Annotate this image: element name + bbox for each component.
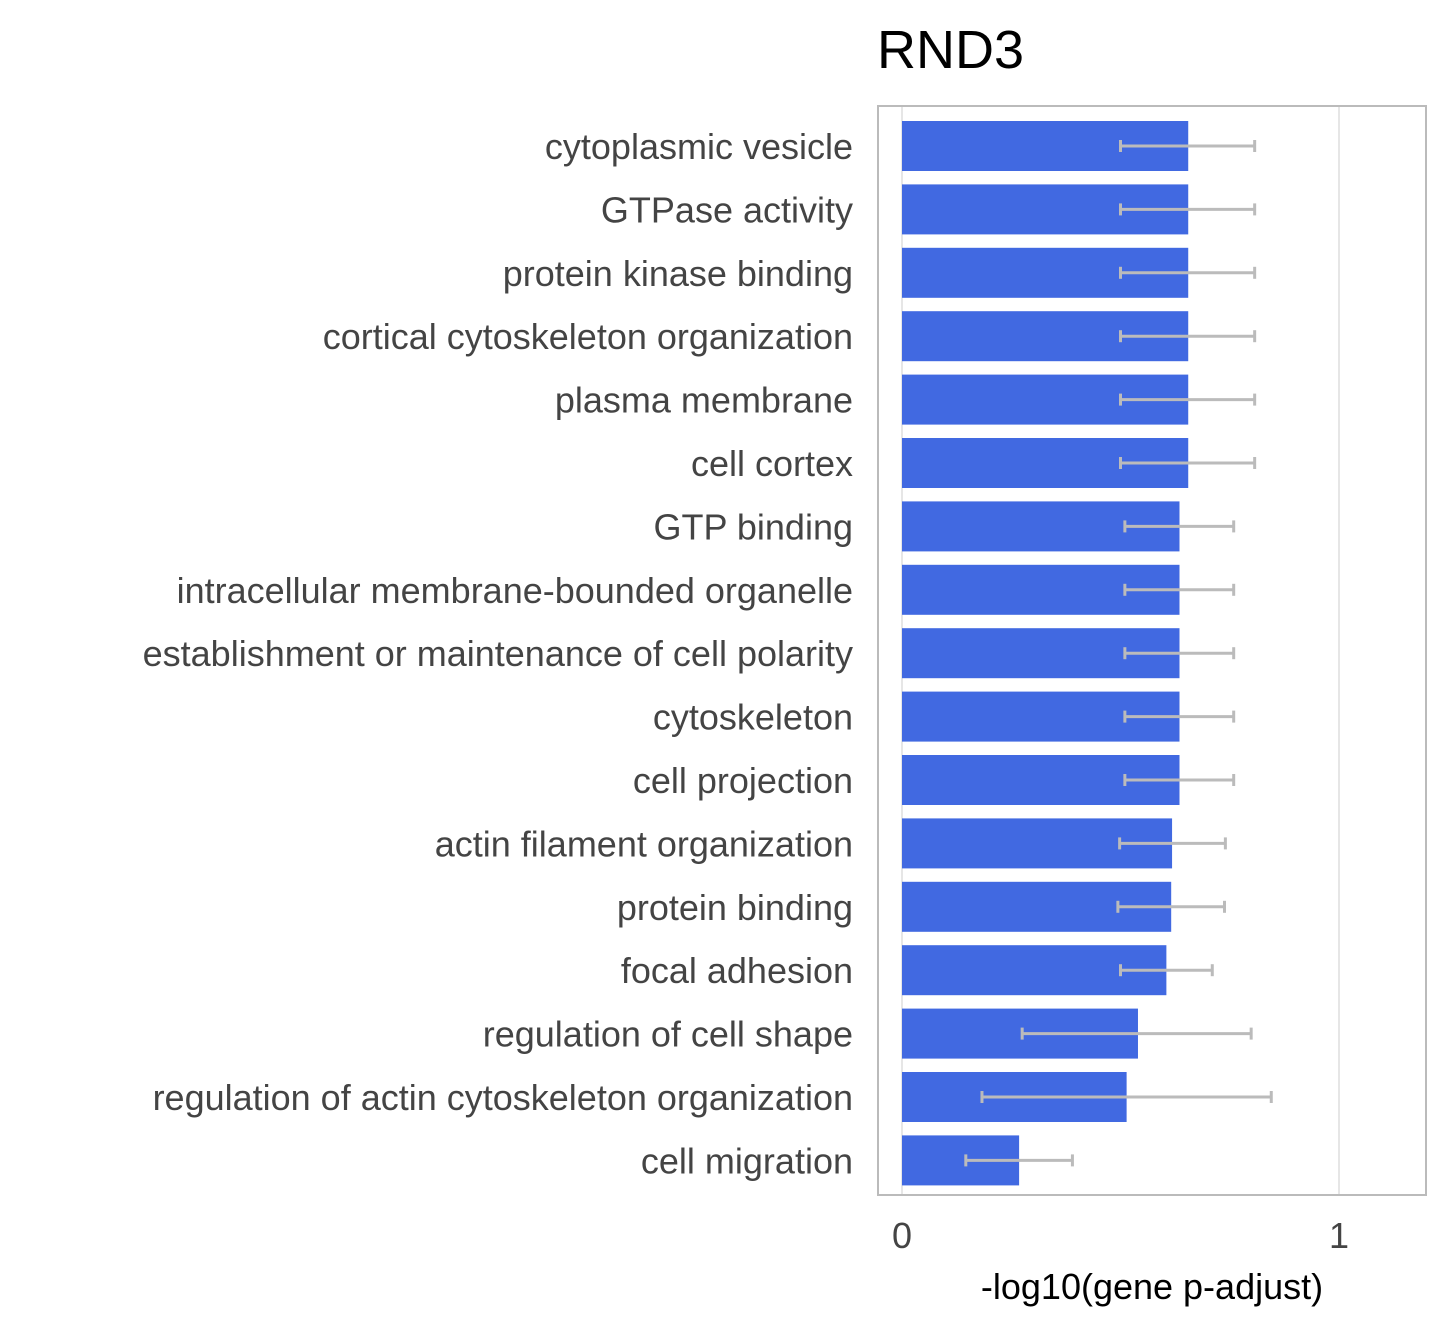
category-label: actin filament organization <box>435 823 853 864</box>
x-tick-label: 1 <box>1329 1215 1349 1256</box>
category-labels: cytoplasmic vesicle GTPase activity protei… <box>143 126 853 1181</box>
error-bar <box>1116 900 1227 913</box>
category-label: cell projection <box>633 760 853 801</box>
error-bar <box>1119 140 1257 152</box>
category-label: protein binding <box>617 887 853 928</box>
x-axis-label: -log10(gene p-adjust) <box>981 1266 1323 1307</box>
error-bar <box>1119 964 1214 977</box>
category-label: establishment or maintenance of cell pol… <box>143 633 853 674</box>
error-bar <box>1119 203 1257 216</box>
category-label: regulation of cell shape <box>483 1014 853 1055</box>
error-bar <box>1119 393 1257 406</box>
error-bar <box>1123 520 1236 533</box>
error-bar <box>1020 1027 1253 1040</box>
category-label: cytoplasmic vesicle <box>545 126 853 167</box>
category-label: cortical cytoskeleton organization <box>323 316 853 357</box>
category-label: cytoskeleton <box>653 697 853 738</box>
error-bar <box>1123 647 1236 660</box>
error-bar <box>1123 710 1236 723</box>
chart-title: RND3 <box>877 20 1024 80</box>
category-label: focal adhesion <box>621 950 853 991</box>
error-bar <box>1123 774 1236 786</box>
category-label: protein kinase binding <box>503 253 853 294</box>
x-tick-label: 0 <box>892 1215 912 1256</box>
category-label: cell cortex <box>691 443 853 484</box>
category-label: regulation of actin cytoskeleton organiz… <box>153 1077 853 1118</box>
category-label: cell migration <box>641 1140 853 1181</box>
category-label: plasma membrane <box>555 380 853 421</box>
category-label: intracellular membrane-bounded organelle <box>177 570 853 611</box>
error-bar <box>964 1154 1074 1167</box>
error-bar <box>1119 330 1257 343</box>
error-bar <box>980 1091 1273 1103</box>
error-bar <box>1123 583 1236 596</box>
error-bar <box>1119 266 1257 279</box>
error-bar <box>1118 837 1227 850</box>
error-bar <box>1119 457 1257 469</box>
category-label: GTP binding <box>654 506 853 547</box>
category-label: GTPase activity <box>601 189 853 230</box>
error-bars-group <box>964 140 1273 1167</box>
